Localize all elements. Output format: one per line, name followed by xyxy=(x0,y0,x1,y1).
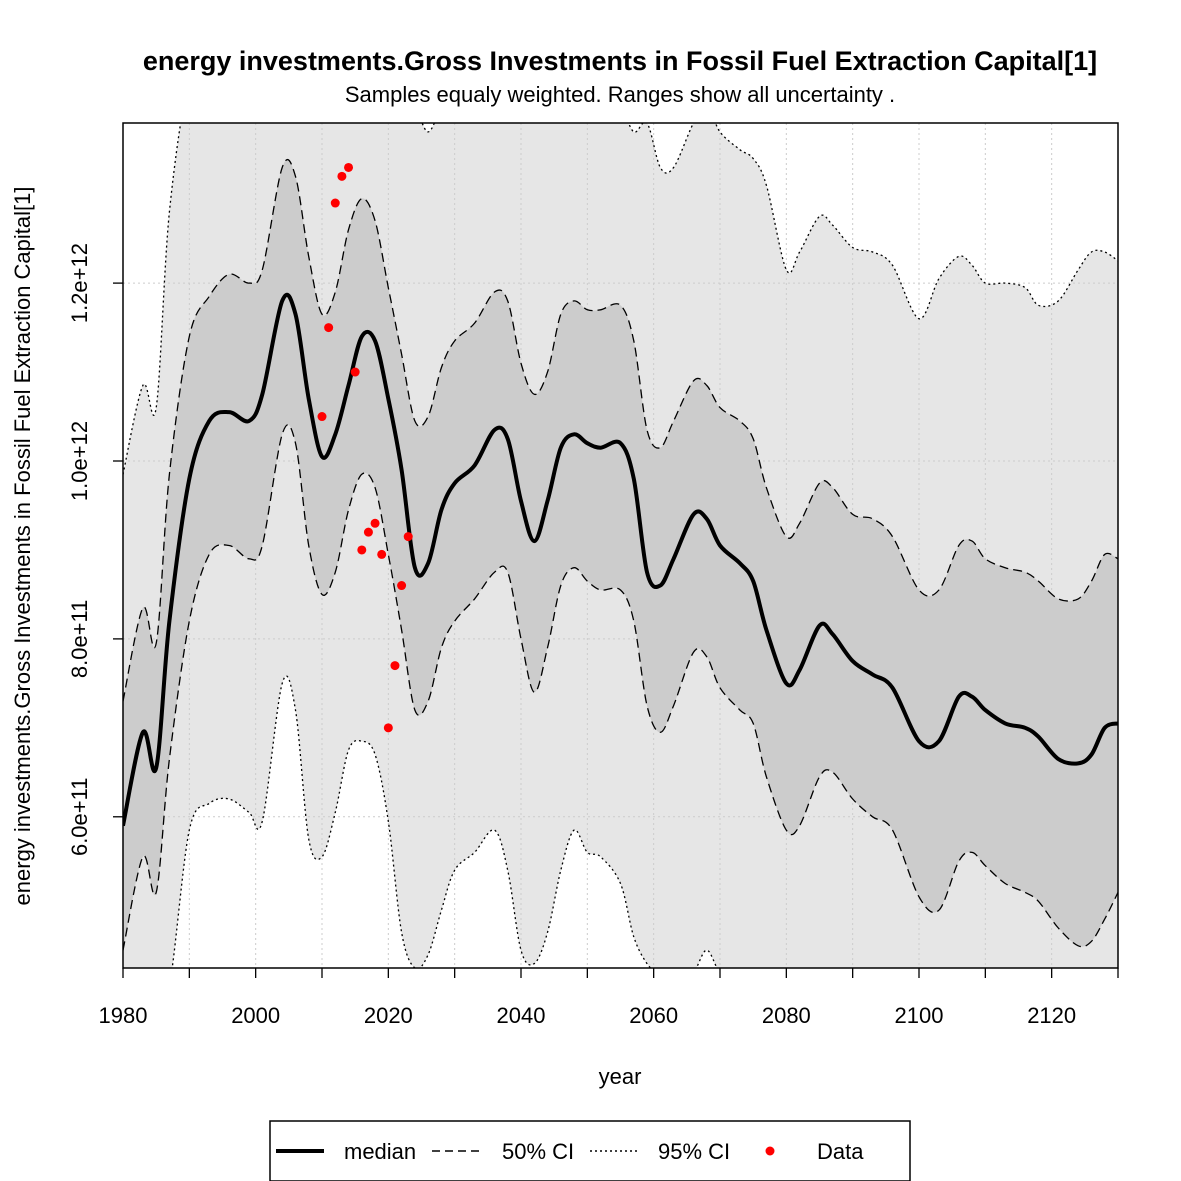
x-axis-label: year xyxy=(599,1064,642,1089)
chart-subtitle: Samples equaly weighted. Ranges show all… xyxy=(344,82,896,107)
y-tick-label: 1.0e+12 xyxy=(67,421,92,501)
x-tick-label: 2100 xyxy=(895,1003,944,1028)
data-point xyxy=(390,661,400,671)
data-point xyxy=(350,367,360,377)
chart-title: energy investments.Gross Investments in … xyxy=(142,46,1098,76)
grid-overlay xyxy=(123,123,1118,968)
data-point xyxy=(344,162,354,172)
band-50ci xyxy=(123,159,1118,951)
data-point xyxy=(397,581,407,591)
data-point xyxy=(403,532,413,542)
data-points xyxy=(317,162,413,733)
x-tick-label: 1980 xyxy=(99,1003,148,1028)
series-lines xyxy=(123,123,1118,968)
data-point xyxy=(317,412,327,422)
series-line-50ci-upper xyxy=(123,158,1118,702)
y-tick-label: 1.2e+12 xyxy=(67,243,92,323)
x-tick-label: 2040 xyxy=(497,1003,546,1028)
data-point xyxy=(357,545,367,555)
legend: median 50% CI 95% CI Data xyxy=(269,1120,911,1181)
data-point xyxy=(383,723,393,733)
data-point xyxy=(330,198,340,208)
plot-frame xyxy=(122,122,1119,969)
y-axis-label: energy investments.Gross Investments in … xyxy=(10,187,35,906)
legend-data-swatch xyxy=(765,1146,775,1156)
data-point xyxy=(377,549,387,559)
legend-median-label: median xyxy=(344,1139,416,1164)
data-point xyxy=(363,527,373,537)
legend-95ci-label: 95% CI xyxy=(658,1139,730,1164)
y-tick-label: 8.0e+11 xyxy=(67,600,92,679)
x-tick-label: 2020 xyxy=(364,1003,413,1028)
axes: 1980 2000 2020 2040 2060 2080 2100 2120 6.0e+11 8… xyxy=(67,243,1119,1028)
data-point xyxy=(337,171,347,181)
legend-data-label: Data xyxy=(817,1139,864,1164)
data-point xyxy=(370,518,380,528)
legend-50ci-label: 50% CI xyxy=(502,1139,574,1164)
x-tick-label: 2120 xyxy=(1027,1003,1076,1028)
data-point xyxy=(324,323,334,333)
series-line-50ci-lower xyxy=(123,424,1118,951)
series-line-95ci-upper xyxy=(123,123,1118,475)
x-tick-label: 2060 xyxy=(629,1003,678,1028)
x-tick-label: 2080 xyxy=(762,1003,811,1028)
series-line-median xyxy=(123,292,1118,827)
x-tick-label: 2000 xyxy=(231,1003,280,1028)
y-tick-label: 6.0e+11 xyxy=(67,778,92,857)
bands xyxy=(123,123,1118,968)
